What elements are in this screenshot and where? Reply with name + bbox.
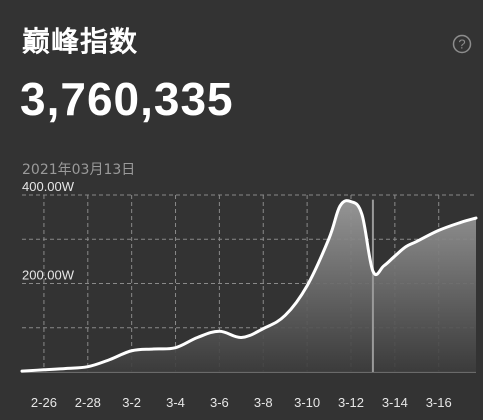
x-tick-label: 3-14	[382, 395, 408, 410]
x-tick-label: 2-28	[75, 395, 101, 410]
y-tick-label: 200.00W	[22, 268, 75, 283]
card-title: 巅峰指数	[22, 25, 139, 58]
selected-date: 2021年03月13日	[22, 162, 136, 178]
x-tick-label: 2-26	[31, 395, 57, 410]
help-icon[interactable]: ?	[452, 34, 472, 54]
x-tick-label: 3-6	[210, 395, 229, 410]
svg-text:?: ?	[458, 37, 465, 52]
series-line	[20, 199, 478, 373]
x-tick-label: 3-2	[122, 395, 141, 410]
x-tick-label: 3-12	[338, 395, 364, 410]
y-tick-label: 400.00W	[22, 180, 75, 194]
index-value: 3,760,335	[20, 73, 234, 125]
x-tick-label: 3-10	[294, 395, 320, 410]
x-axis-labels: 2-26 2-28 3-2 3-4 3-6 3-8 3-10 3-12 3-14 3-16	[31, 395, 452, 410]
chart-area	[22, 200, 476, 372]
x-tick-label: 3-4	[166, 395, 185, 410]
x-tick-label: 3-16	[426, 395, 452, 410]
x-tick-label: 3-8	[254, 395, 273, 410]
y-axis-labels: 400.00W 200.00W	[22, 180, 75, 283]
peak-index-chart[interactable]: 400.00W 200.00W 2-26 2-28 3-2 3-4 3-6 3-8 3-10 3…	[0, 180, 483, 420]
